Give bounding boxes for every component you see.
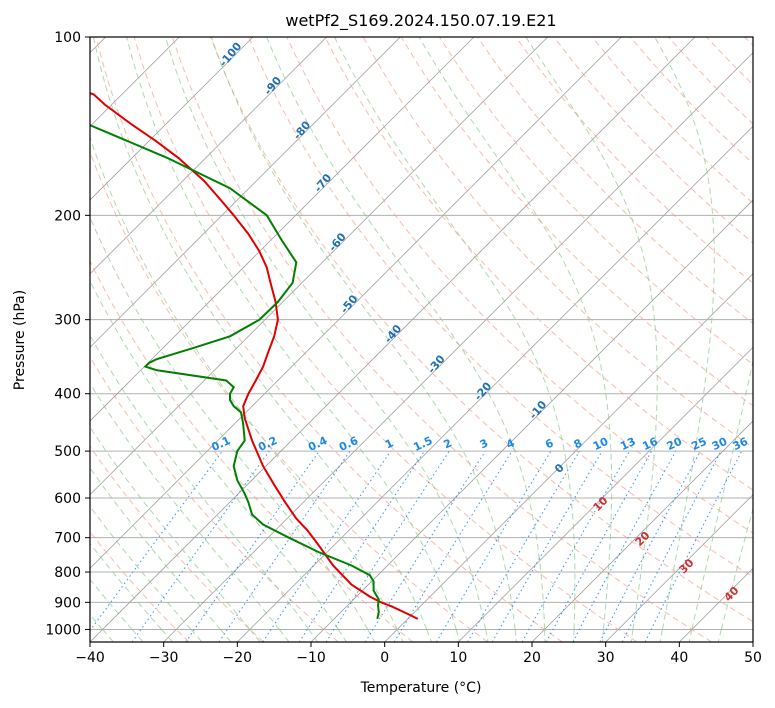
mixing-ratio-line	[364, 450, 486, 642]
isotherm	[384, 273, 753, 642]
dry-adiabat	[286, 37, 753, 534]
moist-adiabat	[210, 37, 518, 642]
y-tick-label: 300	[54, 313, 81, 329]
moist-adiabat	[126, 37, 461, 642]
moist-adiabat	[654, 37, 715, 642]
isotherm	[90, 37, 327, 275]
y-tick-label: 600	[54, 491, 81, 507]
dry-adiabat	[171, 37, 712, 642]
isotherm	[531, 420, 753, 642]
mixing-ratio-label: 20	[665, 435, 685, 453]
mixing-ratio-line	[435, 450, 552, 642]
moist-adiabat	[717, 506, 753, 642]
mixing-ratio-line	[298, 450, 425, 642]
y-tick-label: 100	[54, 30, 81, 46]
y-tick-label: 500	[54, 444, 81, 460]
moist-adiabat	[688, 358, 753, 642]
moist-adiabat	[266, 37, 546, 642]
moist-adiabat	[90, 578, 144, 642]
background-lines	[90, 37, 753, 642]
moist-adiabat	[525, 37, 658, 642]
moist-adiabat	[90, 426, 261, 642]
mixing-ratio-line	[467, 450, 580, 642]
x-tick-label: 50	[744, 650, 762, 666]
mixing-ratio-line	[599, 450, 701, 642]
dry-adiabat	[324, 37, 753, 491]
dry-adiabat	[95, 37, 563, 642]
moist-adiabat	[90, 135, 404, 642]
x-tick-label: −10	[296, 650, 326, 666]
x-tick-label: 20	[523, 650, 541, 666]
mixing-ratio-label: 10	[591, 435, 611, 453]
y-tick-label: 200	[54, 208, 81, 224]
moist-adiabat	[90, 279, 347, 642]
moist-adiabat	[90, 215, 376, 642]
x-tick-label: −30	[149, 650, 179, 666]
plot-background	[90, 37, 753, 642]
y-tick-label: 400	[54, 387, 81, 403]
isotherm	[458, 346, 753, 642]
mixing-ratio-line	[262, 450, 392, 642]
mixing-ratio-line	[218, 450, 351, 642]
plot-frame	[89, 36, 754, 643]
moist-adiabat	[90, 542, 174, 642]
x-axis-label: Temperature (°C)	[360, 680, 482, 696]
x-tick-label: 10	[449, 650, 467, 666]
isotherm	[90, 37, 475, 422]
dry-adiabat	[210, 37, 753, 623]
moist-adiabat	[90, 334, 319, 642]
dry-adiabat	[515, 37, 753, 284]
dry-adiabat	[90, 259, 414, 642]
mixing-ratio-line	[572, 450, 677, 642]
moist-adiabat	[164, 37, 489, 642]
mixing-ratio-line	[325, 450, 450, 642]
x-tick-label: 40	[670, 650, 688, 666]
mixing-ratio-line	[185, 450, 320, 642]
chart-title: wetPf2_S169.2024.150.07.19.E21	[285, 11, 556, 31]
mixing-ratio-label: 36	[731, 435, 751, 453]
isotherm	[237, 125, 753, 642]
isotherm	[90, 37, 696, 642]
y-tick-label: 900	[54, 595, 81, 611]
isotherm	[752, 641, 753, 642]
dry-adiabat	[90, 445, 264, 642]
moist-adiabat	[418, 37, 613, 642]
isotherm	[90, 37, 401, 348]
mixing-ratio-label: 30	[710, 435, 730, 453]
dry-adiabat	[248, 37, 753, 578]
mixing-ratio-line	[393, 450, 513, 642]
x-tick-label: −20	[223, 650, 253, 666]
profile-lines	[90, 92, 419, 620]
y-axis-label: Pressure (hPa)	[12, 290, 28, 390]
moist-adiabat	[90, 613, 115, 642]
isotherm	[163, 52, 753, 642]
y-tick-label: 700	[54, 531, 81, 547]
moist-adiabat	[90, 382, 290, 642]
axis-ticks: −40 −30 −20 −10 0 10 20 30 40 50 100 200 300 400 500 60…	[45, 30, 762, 666]
dewpoint-profile-line	[90, 124, 380, 620]
isotherm	[605, 494, 753, 642]
x-tick-label: −40	[75, 650, 105, 666]
x-tick-label: 30	[597, 650, 615, 666]
moist-adiabat	[90, 505, 203, 642]
mixing-ratio-label: 13	[618, 435, 637, 453]
y-tick-label: 800	[54, 565, 81, 581]
x-tick-label: 0	[380, 650, 389, 666]
moist-adiabat	[90, 467, 232, 642]
mixing-ratio-label: 25	[689, 435, 708, 453]
y-tick-label: 1000	[45, 622, 81, 638]
moist-adiabat	[92, 37, 432, 642]
mixing-ratio-label: 16	[640, 435, 660, 453]
isotherm	[90, 37, 548, 496]
